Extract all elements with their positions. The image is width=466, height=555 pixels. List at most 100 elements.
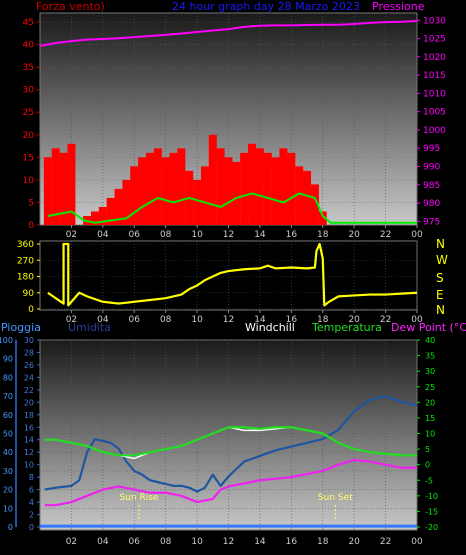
wind-bar bbox=[193, 179, 202, 225]
rain-tick-label-70: 70 bbox=[3, 392, 13, 401]
wind-bar bbox=[43, 157, 52, 225]
sun-marker-label-0: Sun Rise bbox=[119, 493, 158, 503]
temp-tick-label-20: 20 bbox=[425, 398, 435, 407]
wind-bar bbox=[122, 179, 131, 225]
x-tick-label-top-02: 02 bbox=[66, 230, 77, 240]
rain-tick-label-0: 0 bbox=[8, 523, 13, 532]
pressure-axis-title: Pressione bbox=[372, 0, 425, 13]
x-tick-label-bottom-04: 04 bbox=[97, 537, 109, 547]
x-tick-label-top-04: 04 bbox=[97, 230, 109, 240]
direction-tick-label-270: 270 bbox=[17, 256, 34, 266]
rain-tick-label-10: 10 bbox=[3, 504, 13, 513]
wind-tick-label-30: 30 bbox=[23, 86, 35, 96]
temp-humidity-lines bbox=[40, 395, 418, 528]
humidity-tick-label-10: 10 bbox=[24, 461, 34, 470]
compass-s: S bbox=[436, 271, 444, 285]
humidity-tick-label-6: 6 bbox=[29, 486, 34, 495]
sun-markers: Sun Rise Sun Set bbox=[119, 493, 353, 520]
rain-tick-label-100: 100 bbox=[0, 336, 13, 345]
wind-bar bbox=[67, 143, 76, 225]
wind-tick-label-25: 25 bbox=[23, 108, 34, 118]
x-tick-label-bottom-12: 12 bbox=[223, 537, 234, 547]
temp-tick-label-5: 5 bbox=[425, 445, 430, 454]
wind-bar bbox=[263, 152, 272, 225]
x-tick-label-mid-20: 20 bbox=[348, 315, 360, 325]
wind-bar bbox=[200, 166, 209, 225]
humidity-tick-label-4: 4 bbox=[29, 498, 34, 507]
pressure-tick-label-1000: 1000 bbox=[423, 126, 446, 136]
wind-bar bbox=[130, 166, 139, 225]
x-tick-label-top-20: 20 bbox=[348, 230, 360, 240]
wind-bar bbox=[169, 152, 178, 225]
pressure-tick-label-1030: 1030 bbox=[423, 16, 446, 26]
pressure-tick-label-1020: 1020 bbox=[423, 53, 446, 63]
pressure-line bbox=[39, 20, 418, 47]
x-tick-label-top-10: 10 bbox=[191, 230, 203, 240]
wind-bar bbox=[145, 152, 154, 225]
wind-tick-label-15: 15 bbox=[23, 153, 34, 163]
pressure-tick-label-985: 985 bbox=[423, 181, 440, 191]
wind-bar bbox=[59, 152, 68, 225]
wind-bar bbox=[177, 148, 186, 225]
pressure-tick-label-995: 995 bbox=[423, 144, 440, 154]
wind-tick-label-45: 45 bbox=[23, 18, 34, 28]
wind-bar bbox=[255, 148, 264, 225]
time-axis-top: 02 04 06 08 10 12 14 16 18 20 22 00 bbox=[66, 225, 423, 240]
x-tick-label-top-14: 14 bbox=[254, 230, 266, 240]
wind-speed-axis: 0 5 10 15 20 25 30 35 40 45 bbox=[23, 18, 40, 231]
x-tick-label-top-12: 12 bbox=[223, 230, 234, 240]
wind-bar bbox=[240, 152, 249, 225]
rain-tick-label-30: 30 bbox=[3, 467, 13, 476]
wind-bar bbox=[248, 143, 257, 225]
temp-tick-label-30: 30 bbox=[425, 367, 435, 376]
humidity-tick-label-14: 14 bbox=[24, 436, 34, 445]
temp-tick-label--10: -10 bbox=[425, 492, 438, 501]
wind-bar bbox=[318, 211, 327, 225]
wind-bar bbox=[208, 134, 217, 225]
temp-tick-label-0: 0 bbox=[425, 461, 430, 470]
temp-tick-label-35: 35 bbox=[425, 352, 435, 361]
x-tick-label-mid-08: 08 bbox=[160, 315, 172, 325]
wind-pressure-lines bbox=[39, 20, 418, 224]
direction-tick-label-360: 360 bbox=[17, 240, 34, 250]
pressure-tick-label-975: 975 bbox=[423, 217, 440, 227]
x-tick-label-mid-14: 14 bbox=[254, 315, 266, 325]
compass-labels: N W S E N bbox=[436, 237, 448, 317]
x-tick-label-bottom-22: 22 bbox=[380, 537, 391, 547]
x-tick-label-mid-00: 00 bbox=[411, 315, 423, 325]
wind-gridlines bbox=[40, 13, 418, 226]
x-tick-label-mid-16: 16 bbox=[286, 315, 298, 325]
humidity-tick-label-26: 26 bbox=[24, 361, 34, 370]
compass-e: E bbox=[436, 288, 444, 302]
x-tick-label-mid-10: 10 bbox=[191, 315, 203, 325]
x-tick-label-top-22: 22 bbox=[380, 230, 391, 240]
x-tick-label-bottom-00: 00 bbox=[411, 537, 423, 547]
x-tick-label-top-00: 00 bbox=[411, 230, 423, 240]
wind-bar bbox=[161, 157, 170, 225]
direction-tick-label-180: 180 bbox=[17, 273, 34, 283]
humidity-tick-label-28: 28 bbox=[24, 348, 34, 357]
temp-tick-label-25: 25 bbox=[425, 383, 435, 392]
gust-line bbox=[47, 192, 417, 224]
humidity-tick-label-30: 30 bbox=[24, 336, 34, 345]
dewpoint-line bbox=[44, 458, 417, 507]
wind-bar bbox=[216, 148, 225, 225]
rain-axis-title: Pioggia bbox=[1, 321, 41, 334]
wind-tick-label-5: 5 bbox=[28, 198, 34, 208]
temp-tick-label-15: 15 bbox=[425, 414, 435, 423]
wind-direction-panel: 0 90 180 270 360 02 04 06 08 10 12 14 16 18 20 22 00 N … bbox=[17, 237, 448, 325]
humidity-axis-title: Umidita bbox=[68, 321, 111, 334]
rain-tick-label-80: 80 bbox=[3, 373, 13, 382]
x-tick-label-top-18: 18 bbox=[317, 230, 329, 240]
pressure-tick-label-1025: 1025 bbox=[423, 35, 446, 45]
sun-marker-label-1: Sun Set bbox=[318, 493, 353, 503]
time-axis-middle: 02 04 06 08 10 12 14 16 18 20 22 00 bbox=[66, 310, 423, 325]
pressure-tick-label-980: 980 bbox=[423, 199, 440, 209]
x-tick-label-top-08: 08 bbox=[160, 230, 172, 240]
x-tick-label-mid-06: 06 bbox=[129, 315, 141, 325]
humidity-tick-label-0: 0 bbox=[29, 523, 34, 532]
pressure-tick-label-1010: 1010 bbox=[423, 89, 446, 99]
